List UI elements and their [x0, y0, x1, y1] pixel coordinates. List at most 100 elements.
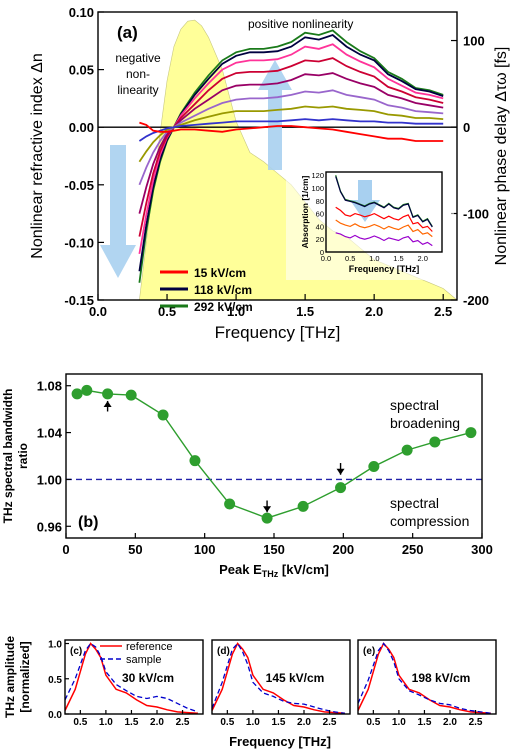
series-line-8	[139, 121, 444, 142]
inset-y-label: Absorption [1/cm]	[300, 175, 310, 248]
x-tick-label: 2.5	[176, 717, 190, 728]
y-axis-label: THz amplitude	[3, 636, 17, 718]
series-line-6	[138, 105, 444, 163]
x-tick-label: 2.5	[469, 717, 483, 728]
sample-line	[357, 642, 491, 714]
data-point	[465, 427, 477, 439]
reference-line	[64, 642, 198, 715]
up-arrow-shaft	[268, 110, 282, 170]
sample-line	[64, 642, 199, 713]
annotation-non: non-	[126, 67, 150, 81]
legend-label: 15 kV/cm	[194, 266, 246, 280]
sample-line	[211, 642, 345, 714]
x-tick-label: 250	[402, 542, 424, 557]
x-tick-label: 2.5	[434, 304, 452, 319]
x-tick-label: 2.0	[150, 717, 164, 728]
x-axis-label-unit: [kV/cm]	[278, 562, 329, 577]
inset-x-tick: 2.0	[417, 254, 427, 263]
y-tick-label: -0.15	[64, 293, 94, 308]
x-tick-label: 300	[471, 542, 493, 557]
legend-label: reference	[126, 641, 172, 653]
data-point	[401, 444, 413, 456]
y2-tick-label: 100	[463, 34, 485, 49]
plot-frame-a	[97, 11, 458, 301]
panel-c: 0.5 1.0 1.5 2.0 2.5 (c) 30 kV/cm	[64, 639, 204, 728]
annotation-broadening-2: broadening	[390, 415, 460, 431]
x-axis-label: Peak ETHz [kV/cm]	[219, 562, 329, 579]
inset-y-tick: 40	[316, 222, 324, 231]
data-point	[335, 482, 347, 494]
inset-x-tick: 0.5	[345, 254, 355, 263]
x-tick-label: 150	[263, 542, 285, 557]
inset-y-tick: 0	[320, 248, 324, 257]
inset-y-tick: 20	[316, 235, 324, 244]
inset-y-tick: 120	[311, 171, 324, 180]
inset-series-3	[335, 219, 433, 238]
data-point	[189, 455, 201, 467]
y2-tick-label: -100	[463, 207, 489, 222]
x-tick-label: 2.5	[323, 717, 337, 728]
annotation-compression-1: spectral	[390, 495, 439, 511]
y-tick-label: 0.5	[48, 675, 62, 686]
y-tick-label: 0.0	[48, 710, 62, 721]
inset-x-tick: 0.0	[321, 254, 331, 263]
inset-series-2	[335, 206, 433, 232]
data-point	[429, 436, 441, 448]
data-point	[157, 409, 169, 421]
panel-b: 0 50 100 150 200 250 300 0.96 1.00 1.04 1.08 Peak E…	[1, 373, 493, 579]
annotation-linearity: linearity	[117, 83, 158, 97]
plot-frame-d	[211, 639, 351, 715]
y-tick-label: 0.00	[69, 120, 94, 135]
field-label: 198 kV/cm	[412, 671, 471, 685]
y-axis-label-line2: ratio	[16, 443, 30, 469]
y2-axis-label: Nonlinear phase delay Δτω [fs]	[493, 47, 510, 266]
panel-label-a: (a)	[117, 23, 138, 42]
x-tick-label: 0.0	[89, 304, 107, 319]
y-axis-label-line2: [normalized]	[18, 641, 32, 712]
x-tick-label: 2.0	[443, 717, 457, 728]
inset-arrow-icon	[350, 180, 380, 222]
x-tick-label: 0.5	[73, 717, 87, 728]
legend-label: sample	[126, 654, 161, 666]
field-label: 145 kV/cm	[266, 671, 325, 685]
y-tick-label: 0.10	[69, 5, 94, 20]
down-arrow-icon	[100, 145, 136, 278]
panel-label-d: (d)	[217, 646, 230, 657]
legend-label: 292 kV/cm	[194, 300, 253, 314]
x-tick-label: 0.5	[366, 717, 380, 728]
x-tick-label: 0.5	[220, 717, 234, 728]
x-tick-label: 1.0	[246, 717, 260, 728]
y-tick-label: -0.05	[64, 178, 94, 193]
data-point	[102, 388, 114, 400]
field-label: 30 kV/cm	[122, 671, 174, 685]
panel-label-e: (e)	[363, 646, 375, 657]
inset-plot: 0.0 0.5 1.0 1.5 2.0 0 20 40 60 80 100 120 Frequency …	[286, 164, 454, 280]
inset-series-4	[335, 232, 433, 247]
data-point	[297, 500, 309, 512]
panel-d: 0.5 1.0 1.5 2.0 2.5 (d) 145 kV/cm	[211, 639, 351, 728]
inset-x-tick: 1.5	[393, 254, 403, 263]
y-tick-label: 1.08	[37, 379, 62, 394]
panel-a: 0.0 0.5 1.0 1.5 2.0 2.5-0.15-0.10-0.050.000.0…	[29, 5, 510, 342]
x-tick-label: 50	[128, 542, 142, 557]
arrow-head-icon	[103, 400, 112, 407]
x-tick-label: 1.0	[99, 717, 113, 728]
x-tick-label: 1.0	[392, 717, 406, 728]
reference-line	[357, 642, 491, 715]
reference-line	[211, 642, 345, 715]
y2-tick-label: 0	[463, 120, 470, 135]
y2-tick-label: -200	[463, 293, 489, 308]
arrow-head-icon	[336, 468, 345, 475]
series-line-4	[138, 72, 444, 214]
x-tick-label: 100	[194, 542, 216, 557]
x-tick-label: 1.5	[296, 304, 314, 319]
annotation-positive: positive nonlinearity	[248, 17, 353, 31]
x-tick-label: 0	[62, 542, 69, 557]
plot-frame-c	[64, 639, 204, 715]
data-point	[368, 461, 380, 473]
x-tick-label: 2.0	[297, 717, 311, 728]
data-point	[125, 389, 137, 401]
legend-label: 118 kV/cm	[194, 283, 252, 297]
y-tick-label: 1.00	[37, 472, 62, 487]
